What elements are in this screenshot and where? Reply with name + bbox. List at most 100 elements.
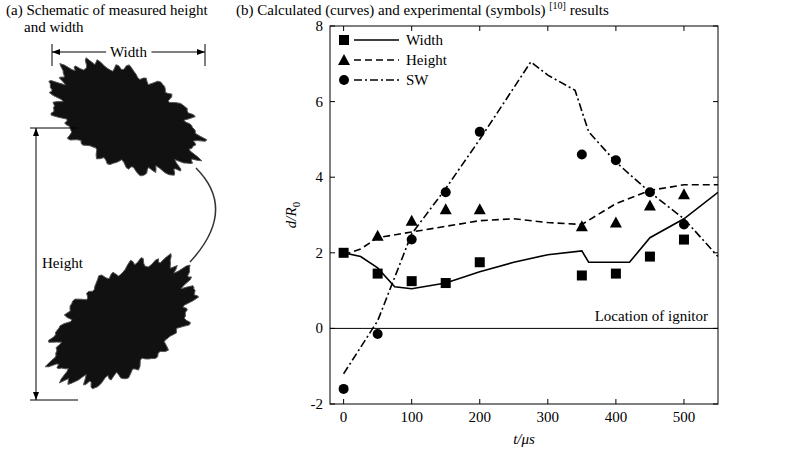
legend-label: Height — [406, 52, 448, 68]
marks — [330, 62, 718, 394]
shock-arc — [190, 168, 216, 262]
marker-circle — [373, 329, 383, 339]
marker-triangle — [406, 215, 418, 226]
dim-line — [30, 400, 78, 401]
y-tick-label: 8 — [316, 18, 324, 34]
dim-arrow — [36, 128, 37, 400]
ignitor-label: Location of ignitor — [595, 308, 708, 324]
y-tick-label: 0 — [316, 320, 324, 336]
x-tick — [547, 26, 548, 31]
y-tick-label: 6 — [316, 94, 324, 110]
x-tick-label: 200 — [469, 409, 492, 425]
marker-triangle — [678, 188, 690, 199]
y-tick — [713, 101, 718, 102]
y-tick-label: 2 — [316, 245, 324, 261]
x-tick — [343, 26, 344, 31]
arrow-head — [197, 49, 205, 55]
chart-title: (b) Calculated (curves) and experimental… — [236, 0, 609, 19]
flame-blob — [45, 254, 199, 389]
y-tick — [330, 252, 335, 253]
marker-triangle — [644, 200, 656, 211]
y-title-text: d/R — [283, 207, 299, 228]
legend-line — [354, 79, 399, 81]
arrow-head — [33, 128, 39, 136]
marker-square — [407, 276, 417, 286]
dim-arrow — [151, 52, 205, 53]
marker-square — [645, 252, 655, 262]
ignitor-line — [330, 328, 718, 329]
y-axis-title: d/R0 — [283, 201, 302, 228]
flame-blob — [49, 58, 207, 176]
marker-triangle — [440, 203, 452, 214]
panel-b: (b) Calculated (curves) and experimental… — [236, 0, 718, 447]
x-tick-label: 0 — [340, 409, 348, 425]
panel-title: (a) Schematic of measured heightand widt… — [6, 2, 208, 35]
x-tick — [547, 399, 548, 404]
y-tick-label: 4 — [316, 169, 324, 185]
title-text: (b) Calculated (curves) and experimental… — [236, 2, 549, 19]
legend-label: Width — [406, 32, 443, 48]
legend-marker — [339, 75, 349, 85]
x-tick — [411, 399, 412, 404]
panel-a: (a) Schematic of measured heightand widt… — [6, 2, 216, 400]
y-tick — [713, 26, 718, 27]
title-text: results — [566, 2, 609, 18]
dim-line — [205, 44, 206, 66]
x-tick — [411, 26, 412, 31]
legend: WidthHeightSW — [338, 32, 448, 88]
dim-line — [30, 128, 78, 129]
y-tick — [330, 177, 335, 178]
y-tick-label: -2 — [311, 396, 324, 412]
x-tick — [615, 399, 616, 404]
x-tick-label: 100 — [400, 409, 423, 425]
legend-marker — [338, 54, 350, 65]
marker-square — [679, 235, 689, 245]
title-ref: [10] — [549, 0, 566, 11]
x-tick — [683, 26, 684, 31]
calculated-curve — [344, 185, 718, 255]
legend-line — [354, 59, 399, 61]
figure: (a) Schematic of measured heightand widt… — [0, 0, 788, 454]
height-label: Height — [42, 255, 84, 271]
x-tick — [343, 399, 344, 404]
y-tick — [330, 26, 335, 27]
marker-circle — [679, 219, 689, 229]
arrow-head — [33, 392, 39, 400]
x-tick — [683, 399, 684, 404]
marker-circle — [407, 235, 417, 245]
legend-marker — [339, 35, 349, 45]
x-tick-label: 500 — [673, 409, 696, 425]
panel-title-line: and width — [24, 19, 84, 35]
y-tick — [330, 101, 335, 102]
marker-square — [441, 278, 451, 288]
marker-square — [373, 269, 383, 279]
plot-frame — [330, 26, 718, 404]
panel-title-line: (a) Schematic of measured height — [6, 2, 208, 19]
marker-circle — [441, 187, 451, 197]
dim-line — [52, 44, 53, 66]
x-tick-label: 300 — [537, 409, 560, 425]
y-tick — [713, 177, 718, 178]
marker-circle — [577, 150, 587, 160]
calculated-curve — [344, 192, 718, 288]
calculated-curve — [344, 62, 718, 374]
x-tick — [479, 26, 480, 31]
marker-square — [577, 270, 587, 280]
width-label: Width — [110, 44, 147, 60]
marker-triangle — [372, 230, 384, 241]
y-tick — [713, 404, 718, 405]
marker-square — [611, 269, 621, 279]
marker-triangle — [576, 220, 588, 231]
y-tick — [330, 404, 335, 405]
legend-line — [354, 39, 399, 41]
marker-triangle — [474, 203, 486, 214]
arrow-head — [52, 49, 60, 55]
marker-circle — [611, 155, 621, 165]
y-title-sub: 0 — [290, 201, 302, 207]
marker-triangle — [610, 217, 622, 228]
x-axis-title: t/μs — [513, 431, 535, 447]
marker-circle — [475, 127, 485, 137]
x-tick-label: 400 — [605, 409, 628, 425]
marker-circle — [645, 187, 655, 197]
marker-square — [475, 257, 485, 267]
